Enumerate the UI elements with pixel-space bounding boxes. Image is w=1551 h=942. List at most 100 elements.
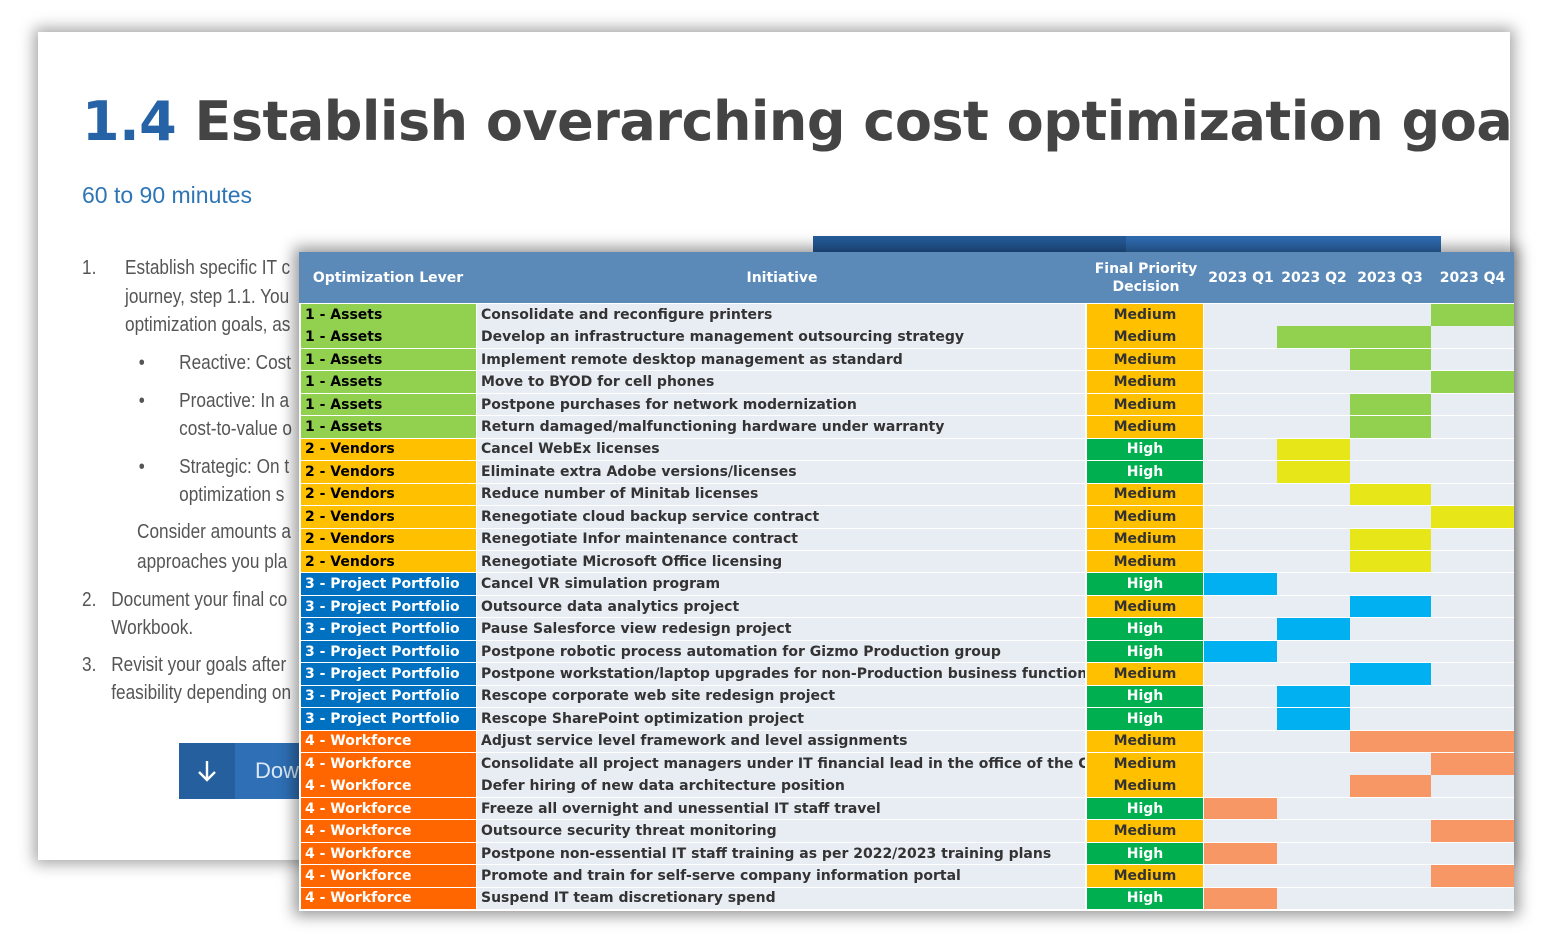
table-header: Optimization Lever Initiative Final Prio… <box>299 252 1514 303</box>
table-row: 2 - Vendors Renegotiate Infor maintenance… <box>299 528 1514 552</box>
initiative-cell: Eliminate extra Adobe versions/licenses <box>477 461 1085 483</box>
lever-cell: 1 - Assets <box>301 416 476 438</box>
bullet-dot: • <box>138 456 145 478</box>
timeline-bar <box>1204 573 1277 595</box>
table-row: 1 - Assets Return damaged/malfunctioning … <box>299 416 1514 439</box>
table-row: 4 - Workforce Adjust service level framew… <box>299 730 1514 754</box>
bullet-strategic-line-1: Strategic: On t <box>179 456 290 478</box>
table-row: 3 - Project Portfolio Postpone workstatio… <box>299 663 1514 686</box>
timeline-bar <box>1431 304 1514 326</box>
header-q4: 2023 Q4 <box>1439 269 1506 286</box>
table-row: 4 - Workforce Suspend IT team discretiona… <box>299 887 1514 911</box>
initiative-cell: Outsource security threat monitoring <box>477 820 1085 842</box>
initiative-cell: Rescope corporate web site redesign proj… <box>477 685 1085 708</box>
consider-line-2: approaches you pla <box>137 551 288 573</box>
header-q2: 2023 Q2 <box>1281 269 1347 286</box>
page-title: 1.4 Establish overarching cost optimizat… <box>82 90 1510 153</box>
lever-cell: 2 - Vendors <box>301 483 476 506</box>
priority-cell: Medium <box>1087 416 1203 438</box>
table-row: 4 - Workforce Consolidate all project man… <box>299 753 1514 776</box>
lever-cell: 4 - Workforce <box>301 820 476 842</box>
lever-cell: 3 - Project Portfolio <box>301 663 476 685</box>
header-initiative: Initiative <box>746 269 818 286</box>
priority-cell: Medium <box>1087 371 1203 393</box>
priority-cell: High <box>1087 842 1203 865</box>
table-row: 2 - Vendors Reduce number of Minitab lice… <box>299 483 1514 507</box>
lever-cell: 3 - Project Portfolio <box>301 618 476 640</box>
table-row: 2 - Vendors Eliminate extra Adobe version… <box>299 461 1514 484</box>
table-row: 3 - Project Portfolio Rescope corporate w… <box>299 685 1514 709</box>
table-row: 1 - Assets Move to BYOD for cell phones Me… <box>299 371 1514 394</box>
step-3-line-2: feasibility depending on <box>111 682 292 704</box>
timeline-bar <box>1204 887 1277 910</box>
lever-cell: 4 - Workforce <box>301 797 476 820</box>
timeline-bar <box>1431 820 1514 842</box>
timeline-bar <box>1277 618 1350 640</box>
lever-cell: 3 - Project Portfolio <box>301 640 476 663</box>
roadmap-table: Optimization Lever Initiative Final Prio… <box>299 252 1514 911</box>
timeline-bar <box>1350 730 1514 753</box>
priority-cell: Medium <box>1087 775 1203 797</box>
priority-cell: High <box>1087 887 1203 910</box>
step-3-line-1: Revisit your goals after <box>111 654 287 676</box>
timeline-bar <box>1277 685 1350 708</box>
table-row: 2 - Vendors Renegotiate Microsoft Office … <box>299 550 1514 574</box>
timeline-cell <box>1204 640 1514 663</box>
title-number: 1.4 <box>82 90 177 153</box>
bullet-proactive-line-1: Proactive: In a <box>179 390 290 412</box>
bullet-dot: • <box>138 352 145 374</box>
initiative-cell: Consolidate and reconfigure printers <box>477 304 1085 326</box>
table-row: 3 - Project Portfolio Pause Salesforce vi… <box>299 618 1514 641</box>
lever-cell: 2 - Vendors <box>301 438 476 461</box>
priority-cell: High <box>1087 618 1203 640</box>
priority-cell: Medium <box>1087 550 1203 573</box>
initiative-cell: Postpone robotic process automation for … <box>477 640 1085 663</box>
timeline-bar <box>1431 865 1514 887</box>
timeline-cell <box>1204 618 1514 640</box>
timeline-bar <box>1277 326 1431 348</box>
table-row: 2 - Vendors Cancel WebEx licenses High <box>299 438 1514 462</box>
lever-cell: 1 - Assets <box>301 348 476 371</box>
timeline-bar <box>1431 753 1514 775</box>
priority-cell: High <box>1087 797 1203 820</box>
lever-cell: 4 - Workforce <box>301 842 476 865</box>
lever-cell: 1 - Assets <box>301 326 476 348</box>
lever-cell: 4 - Workforce <box>301 887 476 910</box>
initiative-cell: Promote and train for self-serve company… <box>477 865 1085 887</box>
timeline-bar <box>1350 416 1431 438</box>
initiative-cell: Implement remote desktop management as s… <box>477 348 1085 371</box>
timeline-cell <box>1204 438 1514 461</box>
bullet-proactive-line-2: cost-to-value o <box>179 418 292 440</box>
table-row: 1 - Assets Implement remote desktop manag… <box>299 348 1514 372</box>
bullet-reactive: Reactive: Cost <box>179 352 292 374</box>
table-row: 3 - Project Portfolio Rescope SharePoint … <box>299 708 1514 731</box>
initiative-cell: Adjust service level framework and level… <box>477 730 1085 753</box>
lever-cell: 4 - Workforce <box>301 730 476 753</box>
step-1-line-2: journey, step 1.1. You <box>125 286 290 308</box>
initiative-cell: Renegotiate Microsoft Office licensing <box>477 550 1085 573</box>
timeline-bar <box>1204 640 1277 663</box>
step-1-line-3: optimization goals, as <box>125 314 291 336</box>
timeline-bar <box>1277 708 1350 730</box>
step-3-number: 3. <box>82 654 97 676</box>
initiative-cell: Pause Salesforce view redesign project <box>477 618 1085 640</box>
timeline-cell <box>1204 842 1514 865</box>
header-q1: 2023 Q1 <box>1208 269 1274 286</box>
initiative-cell: Postpone workstation/laptop upgrades for… <box>477 663 1085 685</box>
timeline-bar <box>1350 528 1431 550</box>
timeline-bar <box>1204 797 1277 820</box>
table-row: 3 - Project Portfolio Postpone robotic pr… <box>299 640 1514 664</box>
priority-cell: Medium <box>1087 865 1203 887</box>
timeline-bar <box>1350 483 1431 506</box>
timeline-cell <box>1204 685 1514 708</box>
priority-cell: Medium <box>1087 730 1203 753</box>
timeline-cell <box>1204 461 1514 483</box>
initiative-cell: Outsource data analytics project <box>477 595 1085 618</box>
lever-cell: 3 - Project Portfolio <box>301 708 476 730</box>
timeline-bar <box>1431 371 1514 393</box>
lever-cell: 1 - Assets <box>301 393 476 416</box>
initiative-cell: Develop an infrastructure management out… <box>477 326 1085 348</box>
initiative-cell: Renegotiate cloud backup service contrac… <box>477 506 1085 528</box>
timeline-bar <box>1277 438 1350 461</box>
lever-cell: 2 - Vendors <box>301 550 476 573</box>
